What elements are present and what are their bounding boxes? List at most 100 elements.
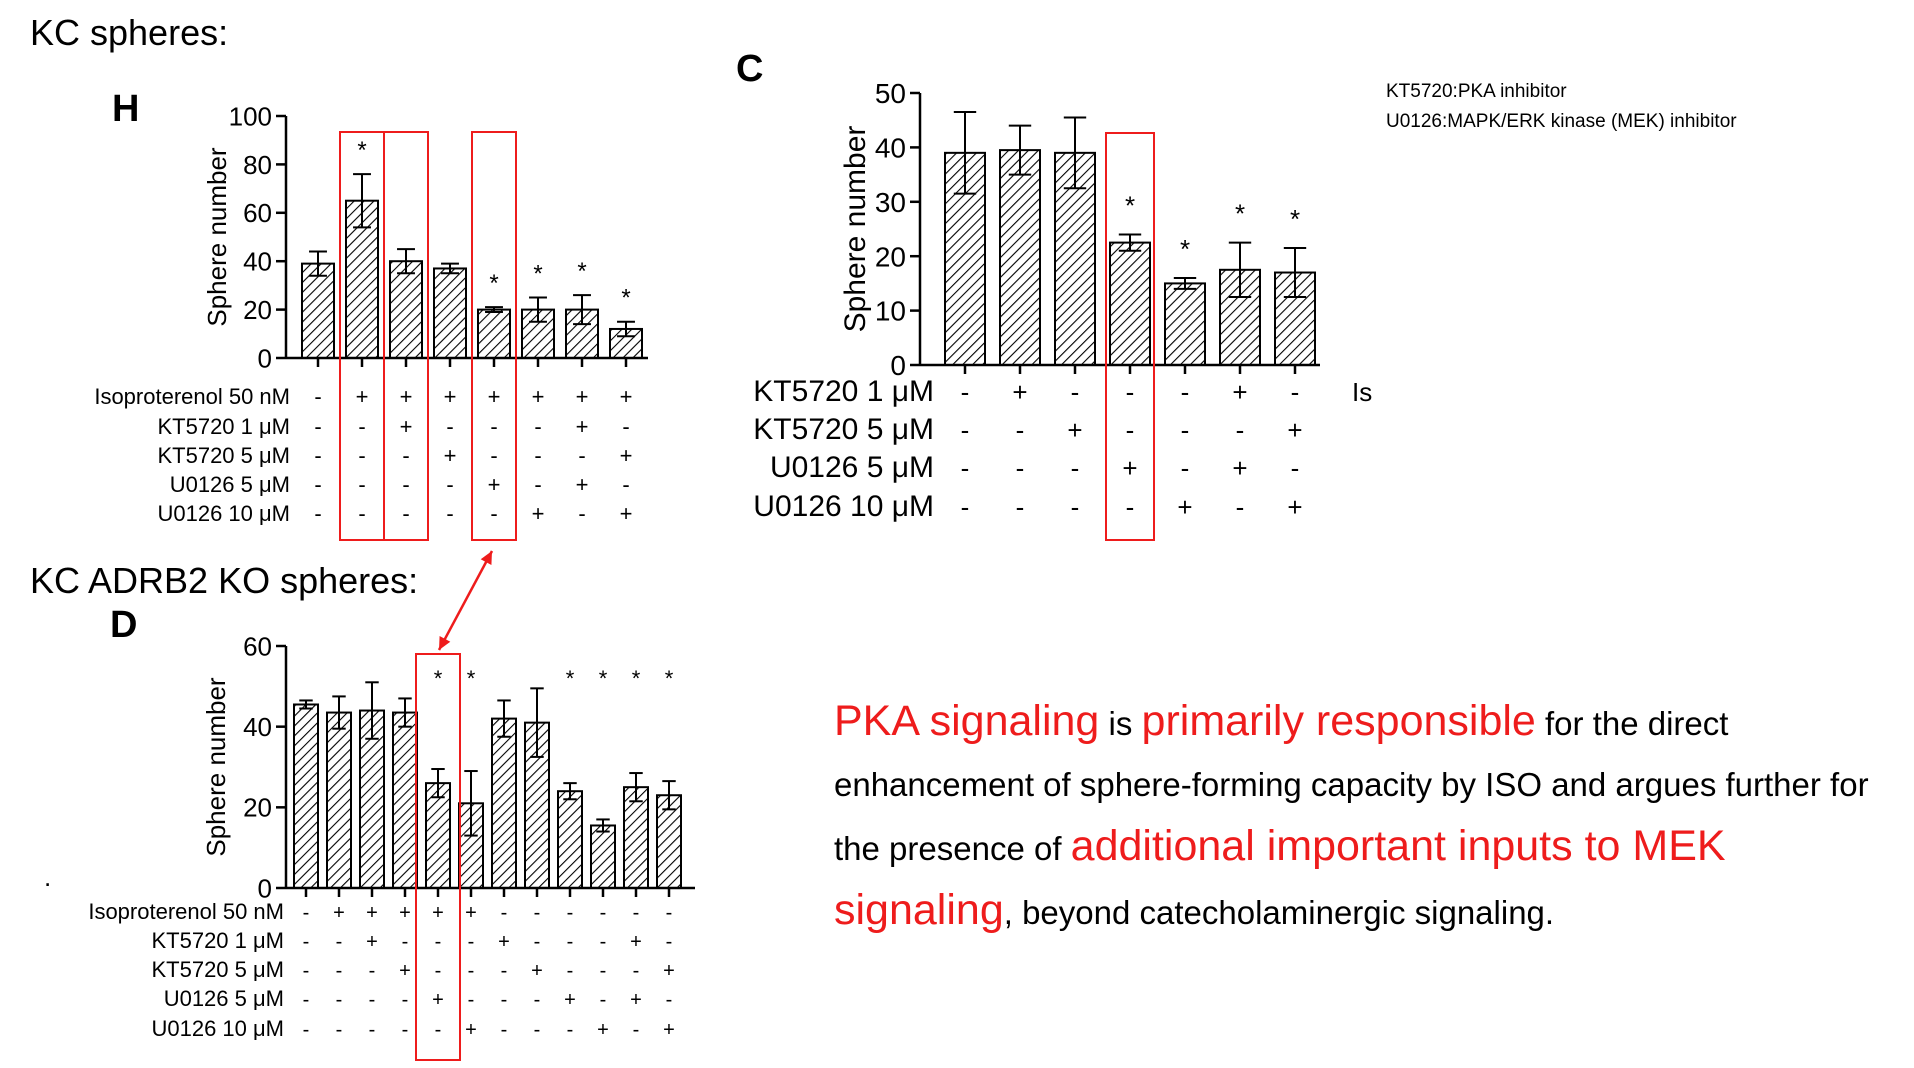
chart-c-y-tick-label: 30	[875, 187, 906, 218]
chart-d-bar	[293, 703, 319, 889]
chart-h-condition-sign: -	[490, 414, 497, 439]
chart-h-condition-sign: +	[576, 472, 589, 497]
chart-d-condition-sign: -	[666, 931, 673, 953]
chart-h-condition-sign: +	[620, 501, 633, 526]
chart-d-condition-sign: -	[303, 1019, 310, 1041]
chart-d-condition-sign: -	[666, 902, 673, 924]
chart-c-bar	[1109, 241, 1151, 367]
chart-d-condition-sign: -	[336, 931, 343, 953]
chart-d-bar	[590, 824, 616, 890]
chart-c-significance-star: *	[1235, 199, 1245, 229]
chart-h-significance-star: *	[577, 258, 586, 285]
chart-h-condition-label: KT5720 5 μM	[157, 443, 290, 468]
chart-d-condition-sign: -	[534, 1019, 541, 1041]
chart-d-condition-sign: -	[567, 960, 574, 982]
chart-d-condition-sign: -	[303, 989, 310, 1011]
chart-h-condition-label: Isoproterenol 50 nM	[94, 384, 290, 409]
chart-c-condition-sign: +	[1177, 492, 1192, 522]
chart-h-condition-sign: -	[402, 443, 409, 468]
chart-d-bar	[425, 782, 451, 890]
chart-d-condition-label: U0126 10 μM	[151, 1016, 284, 1041]
chart-d-condition-sign: -	[567, 1019, 574, 1041]
chart-c-condition-sign: -	[1016, 415, 1025, 445]
chart-h-condition-sign: -	[358, 472, 365, 497]
chart-h-condition-sign: +	[400, 414, 413, 439]
chart-d-significance-star: *	[434, 666, 443, 691]
chart-h-condition-sign: +	[576, 384, 589, 409]
chart-d-condition-sign: -	[402, 989, 409, 1011]
chart-d-condition-sign: -	[534, 902, 541, 924]
chart-d-condition-sign: -	[501, 989, 508, 1011]
chart-h-condition-sign: -	[314, 501, 321, 526]
highlight-link-arrow	[437, 550, 494, 651]
chart-h-condition-label: U0126 5 μM	[170, 472, 290, 497]
chart-c-condition-sign: +	[1287, 492, 1302, 522]
chart-h-condition-sign: +	[532, 501, 545, 526]
chart-c-condition-sign: -	[1291, 453, 1300, 483]
chart-c-condition-sign: -	[961, 453, 970, 483]
chart-h-highlight-box	[383, 131, 429, 541]
chart-h-condition-sign: -	[446, 501, 453, 526]
chart-h-condition-sign: +	[400, 384, 413, 409]
chart-h-y-tick-label: 80	[243, 150, 272, 180]
summary-pka-signaling: PKA signaling	[834, 697, 1100, 745]
chart-h-condition-sign: -	[622, 414, 629, 439]
chart-h-condition-sign: +	[488, 472, 501, 497]
chart-c-condition-sign: -	[1291, 377, 1300, 407]
summary-is: is	[1099, 705, 1142, 742]
chart-d-highlight-box	[415, 653, 461, 1061]
chart-c-condition-sign: -	[1016, 492, 1025, 522]
chart-c-stray-label: Is	[1352, 377, 1372, 407]
chart-c-significance-star: *	[1180, 234, 1190, 264]
chart-d-condition-sign: -	[303, 902, 310, 924]
chart-d-condition-sign: -	[534, 989, 541, 1011]
chart-c-condition-sign: -	[961, 377, 970, 407]
chart-h-condition-sign: -	[534, 443, 541, 468]
chart-h-condition-sign: -	[314, 443, 321, 468]
chart-d-condition-sign: -	[336, 960, 343, 982]
chart-d-condition-sign: -	[600, 989, 607, 1011]
chart-h-condition-sign: -	[358, 414, 365, 439]
chart-c-condition-sign: -	[1071, 377, 1080, 407]
chart-d-condition-sign: -	[666, 989, 673, 1011]
chart-c-condition-label: KT5720 5 μM	[753, 413, 934, 446]
chart-h-condition-sign: -	[622, 472, 629, 497]
chart-c-y-tick-label: 50	[875, 78, 906, 109]
chart-d-condition-sign: +	[465, 902, 477, 924]
chart-c-condition-label: U0126 10 μM	[753, 490, 934, 523]
chart-d-condition-sign: -	[336, 1019, 343, 1041]
chart-h-significance-star: *	[357, 137, 366, 164]
chart-h-significance-star: *	[621, 285, 630, 312]
summary-text: PKA signaling is primarily responsible f…	[834, 694, 1909, 947]
chart-d-condition-sign: -	[534, 931, 541, 953]
chart-d-bar	[557, 790, 583, 890]
chart-c-condition-label: U0126 5 μM	[770, 451, 934, 484]
chart-d-significance-star: *	[665, 666, 674, 691]
chart-d-condition-label: KT5720 1 μM	[151, 928, 284, 953]
chart-h-condition-sign: -	[490, 443, 497, 468]
chart-c-condition-sign: -	[961, 492, 970, 522]
chart-d-significance-star: *	[632, 666, 641, 691]
panel-letter-d: D	[110, 604, 138, 646]
summary-middle: for the direct enhancement of sphere-for…	[834, 705, 1869, 867]
chart-d-condition-sign: -	[468, 989, 475, 1011]
chart-d-significance-star: *	[599, 666, 608, 691]
chart-d-condition-sign: -	[633, 902, 640, 924]
chart-d-condition-sign: +	[630, 931, 642, 953]
chart-d-condition-sign: -	[303, 931, 310, 953]
chart-d-condition-sign: +	[564, 989, 576, 1011]
chart-c-bar	[1164, 282, 1206, 366]
chart-h-condition-sign: +	[444, 384, 457, 409]
chart-c-condition-sign: -	[961, 415, 970, 445]
chart-d-y-tick-label: 0	[258, 873, 272, 903]
chart-h-condition-sign: -	[578, 443, 585, 468]
chart-c-condition-label: KT5720 1 μM	[753, 375, 934, 408]
chart-h-condition-sign: +	[444, 443, 457, 468]
chart-c-condition-sign: +	[1232, 377, 1247, 407]
chart-d-condition-sign: -	[369, 989, 376, 1011]
chart-d-condition-sign: -	[567, 931, 574, 953]
chart-h-bar	[301, 262, 335, 359]
chart-d-y-tick-label: 60	[243, 631, 272, 661]
chart-c-condition-sign: -	[1071, 453, 1080, 483]
chart-c-condition-sign: +	[1287, 415, 1302, 445]
